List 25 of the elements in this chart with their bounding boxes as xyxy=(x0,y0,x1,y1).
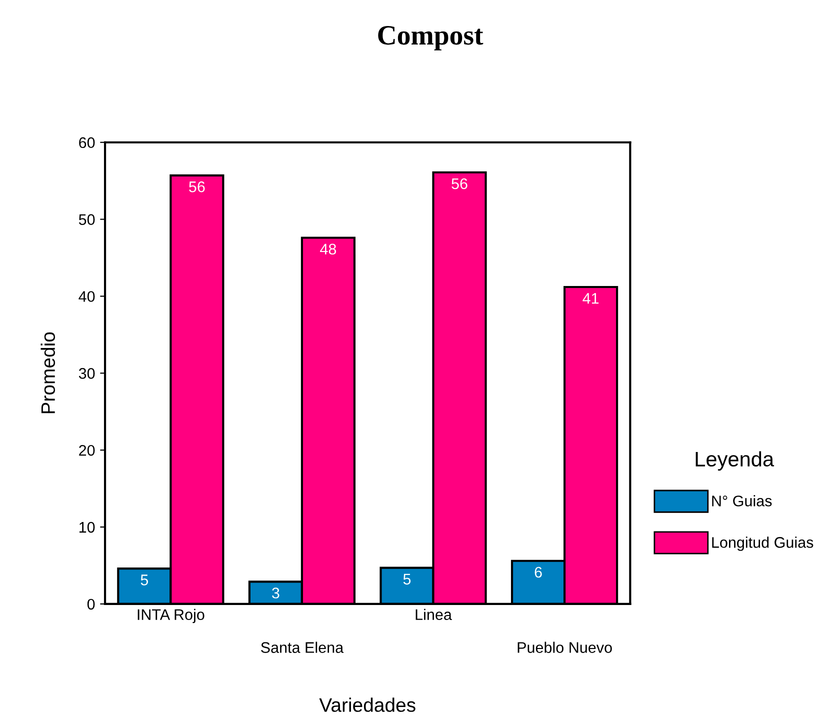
x-tick-label: Linea xyxy=(416,608,452,620)
x-tick-label: INTA Rojo xyxy=(138,608,204,624)
y-tick-label: 40 xyxy=(78,291,95,302)
data-label: 41 xyxy=(582,293,599,304)
y-tick-label: 0 xyxy=(87,598,95,610)
data-label: 48 xyxy=(320,244,336,255)
data-label: 5 xyxy=(140,574,148,586)
x-tick-label: Pueblo Nuevo xyxy=(518,642,612,653)
legend-label: Longitud Guias xyxy=(712,536,814,551)
legend-title: Leyenda xyxy=(696,451,774,471)
y-tick-label: 20 xyxy=(79,444,95,456)
legend-label: N° Guias xyxy=(712,495,772,506)
y-tick-label: 50 xyxy=(78,214,95,225)
y-tick-label: 30 xyxy=(78,368,95,379)
data-label: 5 xyxy=(403,574,411,585)
y-axis-title: Promedio xyxy=(40,332,56,414)
chart-title: Compost xyxy=(378,26,484,50)
x-axis-title: Variedades xyxy=(319,698,416,712)
data-label: 56 xyxy=(189,181,205,192)
data-label: 6 xyxy=(534,566,542,578)
y-tick-label: 60 xyxy=(79,137,95,148)
y-tick-label: 10 xyxy=(79,522,95,533)
x-tick-label: Santa Elena xyxy=(261,642,344,653)
data-label: 3 xyxy=(272,588,280,598)
data-label: 56 xyxy=(452,178,468,190)
